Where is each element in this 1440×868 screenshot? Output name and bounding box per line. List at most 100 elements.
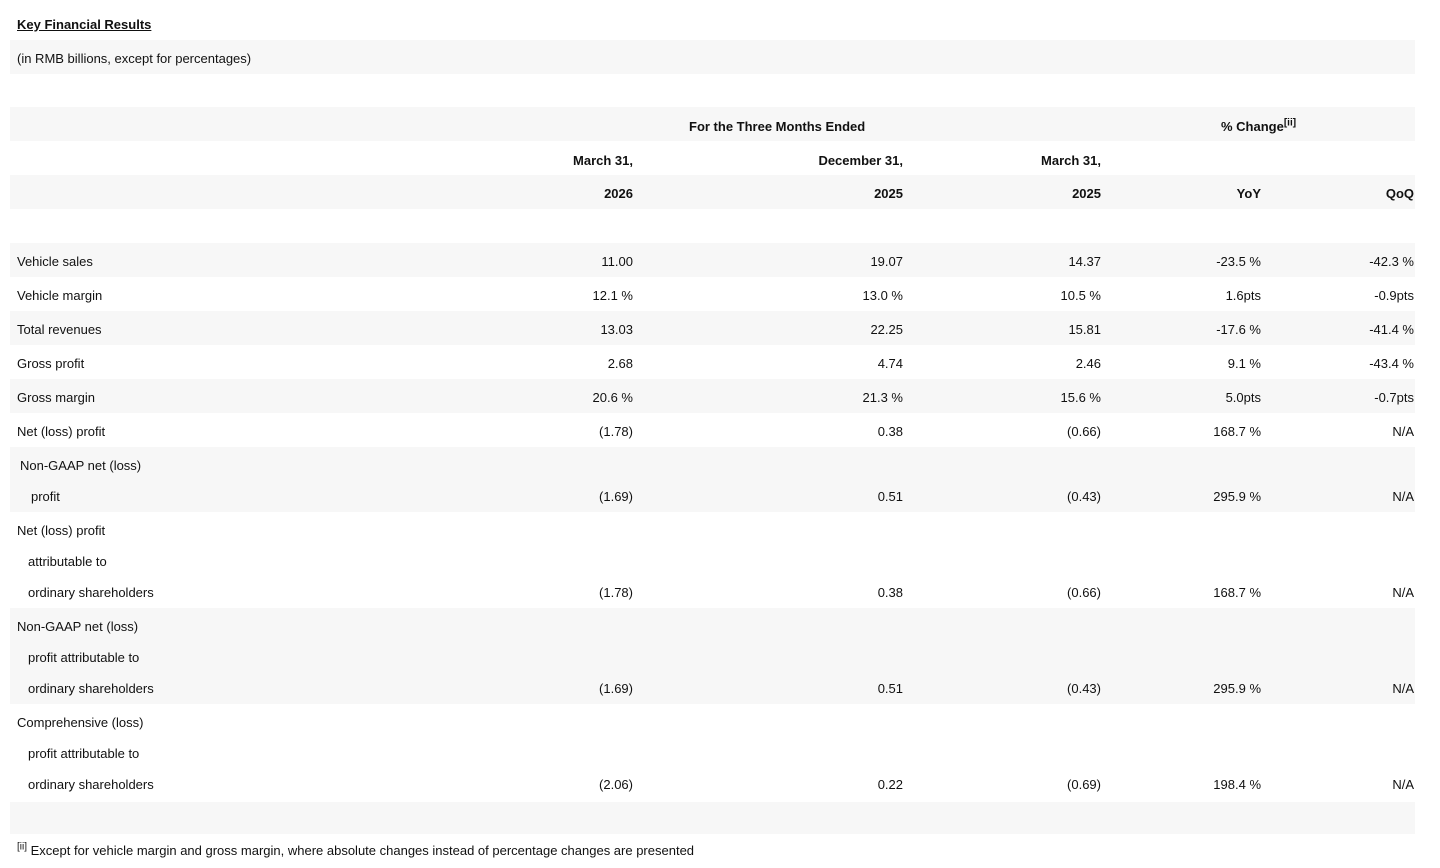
value-dec-2025: 22.25 [870,322,903,337]
value-dec-2025: 13.0 % [862,288,903,303]
value-dec-2025: 0.38 [877,585,903,600]
table-row: Vehicle margin 12.1 % 13.0 % 10.5 % 1.6pts -0… [10,277,1415,311]
value-mar-2025: (0.66) [1067,424,1101,439]
table-row: Non-GAAP net (loss) profit attributable t… [10,608,1415,704]
value-yoy: 295.9 % [1213,489,1261,504]
value-qoq: N/A [1392,681,1414,696]
row-label: Vehicle sales [17,254,93,269]
row-label: Non-GAAP net (loss) [17,619,139,634]
table-row: Gross profit 2.68 4.74 2.46 9.1 % -43.4 % [10,345,1415,379]
row-label: ordinary shareholders [28,681,154,696]
change-group-header: % Change[ii] [1221,118,1296,136]
period-group-header: For the Three Months Ended [689,119,866,134]
value-dec-2025: 0.51 [877,681,903,696]
value-qoq: N/A [1392,489,1414,504]
value-mar-2026: (1.69) [599,681,633,696]
value-dec-2025: 21.3 % [862,390,903,405]
table-row: Non-GAAP net (loss) profit (1.69) 0.51 (0.43… [10,447,1415,512]
table-row: Comprehensive (loss) profit attributable … [10,704,1415,800]
value-yoy: 5.0pts [1225,390,1261,405]
value-yoy: 168.7 % [1213,585,1261,600]
value-yoy: 168.7 % [1213,424,1261,439]
col1-month: March 31, [573,153,633,168]
table-row: Vehicle sales 11.00 19.07 14.37 -23.5 % -42.3… [10,243,1415,277]
footnote-ref: [ii] [17,841,27,853]
change-group-label: % Change [1221,119,1284,134]
value-qoq: -0.7pts [1374,390,1414,405]
table-row: Total revenues 13.03 22.25 15.81 -17.6 % -41.… [10,311,1415,345]
value-mar-2025: (0.43) [1067,489,1101,504]
value-qoq: -43.4 % [1369,356,1414,371]
value-qoq: -42.3 % [1369,254,1414,269]
yoy-header: YoY [1236,186,1261,201]
row-label: Vehicle margin [17,288,103,303]
table-row: Net (loss) profit attributable to ordinary… [10,512,1415,608]
value-yoy: -17.6 % [1216,322,1261,337]
value-dec-2025: 19.07 [870,254,903,269]
value-qoq: -0.9pts [1374,288,1414,303]
spacer-row [10,209,1415,243]
row-label: Gross margin [17,390,96,405]
value-dec-2025: 0.22 [877,777,903,792]
value-yoy: -23.5 % [1216,254,1261,269]
value-mar-2026: 20.6 % [592,390,633,405]
row-label: attributable to [28,554,107,569]
value-yoy: 198.4 % [1213,777,1261,792]
value-mar-2026: (2.06) [599,777,633,792]
value-qoq: -41.4 % [1369,322,1414,337]
value-mar-2025: 2.46 [1075,356,1101,371]
page-title: Key Financial Results [17,17,152,32]
value-mar-2025: 14.37 [1068,254,1101,269]
col2-year: 2025 [874,186,903,201]
row-label: ordinary shareholders [28,777,154,792]
value-mar-2026: 13.03 [600,322,633,337]
header-row-years: 2026 2025 2025 YoY QoQ [10,175,1415,209]
units-note-text: (in RMB billions, except for percentages… [17,51,252,66]
value-yoy: 1.6pts [1225,288,1261,303]
value-qoq: N/A [1392,777,1414,792]
value-mar-2026: (1.69) [599,489,633,504]
value-yoy: 9.1 % [1227,356,1261,371]
row-label: Total revenues [17,322,102,337]
col3-year: 2025 [1072,186,1101,201]
units-note: (in RMB billions, except for percentages… [10,40,1415,74]
value-qoq: N/A [1392,424,1414,439]
row-label: profit attributable to [28,746,140,761]
row-label: Net (loss) profit [17,523,106,538]
footnote: [ii] Except for vehicle margin and gross… [17,842,694,860]
value-dec-2025: 0.51 [877,489,903,504]
row-label: profit [31,489,60,504]
header-row-months: March 31, December 31, March 31, [10,141,1415,175]
value-dec-2025: 0.38 [877,424,903,439]
row-label: Non-GAAP net (loss) [20,458,142,473]
footnote-text: Except for vehicle margin and gross marg… [30,843,695,858]
value-qoq: N/A [1392,585,1414,600]
row-label: ordinary shareholders [28,585,154,600]
value-mar-2026: 12.1 % [592,288,633,303]
value-mar-2026: 11.00 [601,254,633,269]
value-mar-2026: (1.78) [599,585,633,600]
col1-year: 2026 [604,186,633,201]
value-mar-2025: 15.81 [1068,322,1101,337]
table-row: Gross margin 20.6 % 21.3 % 15.6 % 5.0pts -0.7… [10,379,1415,413]
spacer-row-bottom [10,802,1415,834]
value-mar-2025: 10.5 % [1060,288,1101,303]
row-label: Gross profit [17,356,85,371]
value-mar-2025: (0.43) [1067,681,1101,696]
qoq-header: QoQ [1385,186,1414,201]
header-row-group: For the Three Months Ended % Change[ii] [10,107,1415,141]
col3-month: March 31, [1041,153,1101,168]
value-mar-2025: (0.66) [1067,585,1101,600]
row-label: Net (loss) profit [17,424,106,439]
table-row: Net (loss) profit (1.78) 0.38 (0.66) 168.7 %… [10,413,1415,447]
col2-month: December 31, [818,153,903,168]
value-yoy: 295.9 % [1213,681,1261,696]
value-mar-2026: 2.68 [607,356,633,371]
value-mar-2026: (1.78) [599,424,633,439]
value-mar-2025: (0.69) [1067,777,1101,792]
value-dec-2025: 4.74 [877,356,903,371]
change-footnote-ref: [ii] [1283,117,1297,129]
row-label: profit attributable to [28,650,140,665]
value-mar-2025: 15.6 % [1060,390,1101,405]
row-label: Comprehensive (loss) [17,715,144,730]
